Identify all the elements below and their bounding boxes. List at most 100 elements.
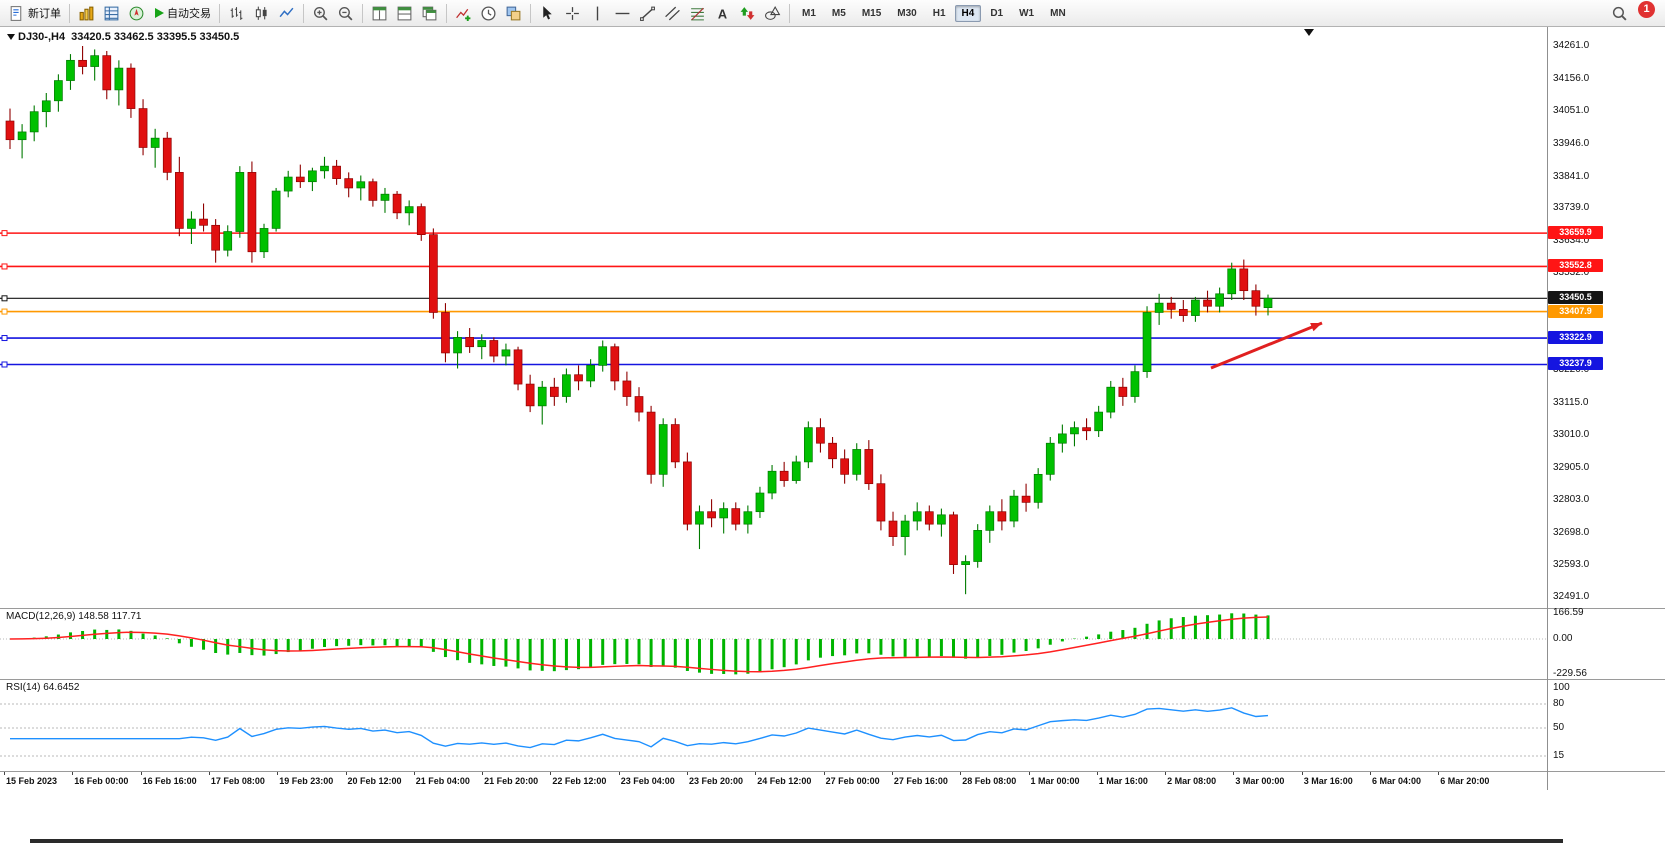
market-watch-button[interactable]: [74, 1, 99, 25]
price-axis-label: 34051.0: [1553, 105, 1590, 117]
timeframe-w1[interactable]: W1: [1019, 7, 1035, 19]
separator: [219, 3, 220, 23]
axis-separator: [0, 771, 1665, 772]
insert-indicator-icon: [456, 8, 471, 21]
price-tag[interactable]: 33450.5: [1548, 291, 1603, 305]
notification-badge[interactable]: 1: [1638, 0, 1655, 18]
navigator-icon: [129, 6, 144, 20]
zoom-out-button[interactable]: [333, 1, 358, 25]
cascade-windows-button[interactable]: [417, 1, 442, 25]
search-icon: [1612, 6, 1627, 21]
search-button[interactable]: [1607, 1, 1632, 25]
timeframe-h1[interactable]: H1: [932, 7, 946, 19]
crosshair-button[interactable]: [560, 1, 585, 25]
tile-windows-button[interactable]: [367, 1, 392, 25]
data-window-icon: [104, 6, 119, 20]
time-axis-tick: [1028, 772, 1030, 775]
time-axis-label: 19 Feb 23:00: [279, 776, 334, 786]
timeframe-h4[interactable]: H4: [954, 4, 982, 22]
tile-horizontal-button[interactable]: [392, 1, 417, 25]
data-window-button[interactable]: [99, 1, 124, 25]
chart-line-button[interactable]: [274, 1, 299, 25]
trendline-button[interactable]: [635, 1, 660, 25]
text-button[interactable]: A: [710, 1, 735, 25]
price-axis-separator: [1547, 27, 1548, 790]
chart-bars-button[interactable]: [224, 1, 249, 25]
price-tag[interactable]: 33237.9: [1548, 357, 1603, 371]
cascade-windows-icon: [422, 6, 437, 20]
time-axis-tick: [687, 772, 688, 775]
shapes-button[interactable]: [760, 1, 785, 25]
candlestick-chart[interactable]: [0, 27, 1547, 608]
price-axis[interactable]: 34261.0 34156.0 34051.0 33946.0 33841.0 33739…: [1548, 0, 1665, 843]
rsi-panel[interactable]: [0, 680, 1547, 771]
vertical-line-button[interactable]: [585, 1, 610, 25]
price-axis-label: 32698.0: [1553, 526, 1590, 538]
time-axis[interactable]: 15 Feb 2023 16 Feb 00:00 16 Feb 16:00 17 Fe…: [0, 772, 1547, 790]
text-icon: A: [718, 6, 727, 21]
time-axis-tick: [1096, 772, 1098, 775]
timeframe-d1[interactable]: D1: [990, 7, 1004, 19]
rsi-axis-label: 80: [1553, 698, 1565, 709]
price-tag[interactable]: 33322.9: [1548, 331, 1603, 345]
price-tag[interactable]: 33407.9: [1548, 304, 1603, 318]
zoom-in-button[interactable]: [308, 1, 333, 25]
channel-button[interactable]: [660, 1, 685, 25]
time-axis-label: 3 Mar 00:00: [1235, 776, 1285, 786]
rsi-axis-label: 15: [1553, 750, 1565, 761]
price-tag[interactable]: 33659.9: [1548, 226, 1603, 240]
time-axis-tick: [1165, 772, 1167, 775]
horizontal-line-button[interactable]: [610, 1, 635, 25]
macd-label: MACD(12,26,9) 148.58 117.71: [6, 611, 142, 622]
time-axis-tick: [413, 772, 415, 775]
separator: [530, 3, 531, 23]
timeframe-m5[interactable]: M5: [831, 7, 846, 19]
time-axis-tick: [755, 772, 757, 775]
price-axis-label: 32803.0: [1553, 493, 1590, 505]
arrows-button[interactable]: [735, 1, 760, 25]
crosshair-icon: [566, 6, 579, 20]
auto-trading-button[interactable]: 自动交易: [149, 1, 215, 25]
macd-axis-label: 0.00: [1553, 632, 1573, 644]
toolbar: 新订单 自动交易: [0, 0, 1665, 27]
price-axis-label: 33946.0: [1553, 138, 1590, 150]
fibonacci-icon: [691, 7, 704, 20]
fibonacci-button[interactable]: [685, 1, 710, 25]
time-axis-tick: [960, 772, 962, 775]
timeframe-mn[interactable]: MN: [1050, 7, 1066, 19]
time-axis-label: 1 Mar 00:00: [1030, 776, 1080, 786]
insert-indicator-button[interactable]: [451, 1, 476, 25]
cursor-icon: [543, 5, 552, 19]
rsi-axis-label: 100: [1553, 682, 1570, 693]
main-chart-panel[interactable]: [0, 27, 1547, 608]
time-axis-label: 2 Mar 08:00: [1167, 776, 1217, 786]
symbol-dropdown-icon[interactable]: [7, 34, 15, 40]
panel-separator[interactable]: [0, 679, 1665, 680]
time-axis-label: 23 Feb 04:00: [620, 776, 675, 786]
panel-separator[interactable]: [0, 608, 1665, 609]
rsi-chart[interactable]: [0, 680, 1547, 771]
trendline-icon: [640, 6, 655, 21]
chart-shift-marker[interactable]: [1304, 29, 1314, 36]
separator: [303, 3, 304, 23]
macd-chart[interactable]: [0, 609, 1547, 679]
price-tag[interactable]: 33552.8: [1548, 259, 1603, 273]
navigator-button[interactable]: [124, 1, 149, 25]
cursor-button[interactable]: [535, 1, 560, 25]
tile-windows-icon: [372, 6, 387, 20]
periods-button[interactable]: [476, 1, 501, 25]
auto-trading-label: 自动交易: [167, 8, 211, 20]
periods-clock-icon: [481, 5, 496, 21]
chart-candles-button[interactable]: [249, 1, 274, 25]
macd-panel[interactable]: [0, 609, 1547, 679]
price-axis-label: 32491.0: [1553, 591, 1590, 602]
timeframe-m1[interactable]: M1: [802, 7, 816, 19]
time-axis-label: 28 Feb 08:00: [962, 776, 1017, 786]
timeframe-m30[interactable]: M30: [897, 7, 917, 19]
time-axis-tick: [4, 772, 5, 775]
new-order-button[interactable]: 新订单: [4, 1, 65, 25]
templates-button[interactable]: [501, 1, 526, 25]
symbol-info: DJ30-,H4 33420.5 33462.5 33395.5 33450.5: [7, 31, 239, 43]
timeframe-m15[interactable]: M15: [861, 7, 882, 19]
